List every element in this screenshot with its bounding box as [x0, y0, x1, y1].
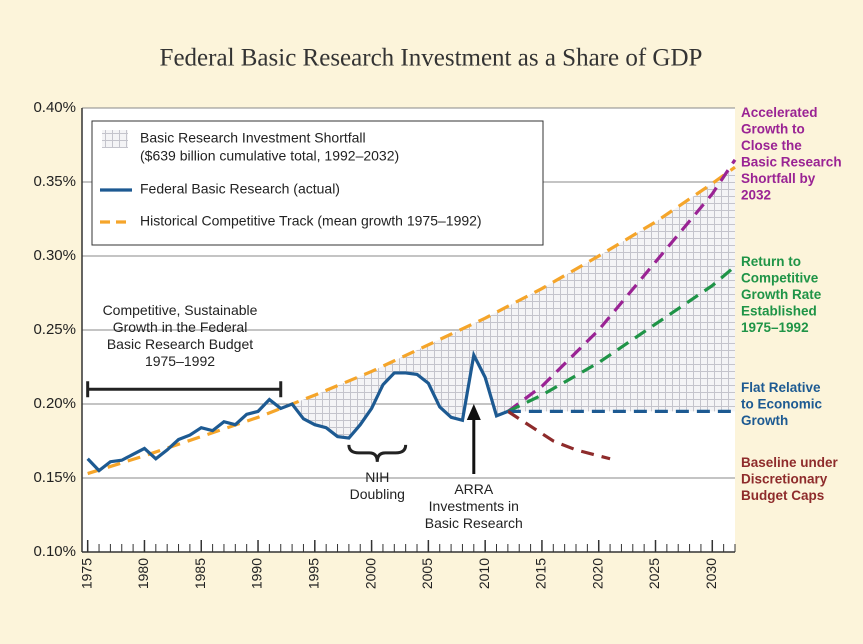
chart-title: Federal Basic Research Investment as a S…	[160, 45, 703, 72]
brace	[347, 444, 408, 462]
x-tick-label: 2030	[703, 558, 719, 589]
series-label: Return to Competitive Growth Rate Establish…	[741, 254, 822, 335]
series-label: Accelerated Growth to Close the Basic Resea…	[741, 105, 842, 203]
legend-label: Federal Basic Research (actual)	[140, 181, 340, 197]
y-tick-label: 0.15%	[33, 469, 76, 486]
x-tick-label: 2025	[646, 558, 662, 589]
shortfall-area	[280, 167, 735, 439]
annotation-line: Growth in the Federal	[113, 319, 248, 335]
annotation-line: ARRA	[454, 481, 494, 497]
series-line	[507, 265, 737, 413]
annotation: Competitive, Sustainable Growth in the Fe…	[103, 302, 258, 369]
series-label: Flat Relative to Economic Growth	[741, 380, 822, 428]
series-line	[87, 165, 736, 476]
y-tick-label: 0.10%	[33, 543, 76, 560]
annotation-line: 1975–1992	[145, 353, 215, 369]
x-tick-label: 1980	[135, 558, 151, 589]
x-tick-label: 2015	[533, 558, 549, 589]
series-label-line: Accelerated	[741, 105, 818, 120]
series-label-line: 2032	[741, 187, 771, 202]
x-tick-label: 2000	[362, 558, 378, 589]
x-tick-label: 1975	[78, 558, 94, 589]
series-label-line: Competitive	[741, 270, 819, 285]
x-tick-label: 2020	[589, 558, 605, 589]
y-tick-label: 0.25%	[33, 321, 76, 338]
series-line	[86, 350, 509, 473]
series-label-line: Growth	[741, 413, 788, 428]
legend-label: Basic Research Investment Shortfall	[140, 130, 366, 146]
annotation-line: Doubling	[350, 486, 405, 502]
y-tick-label: 0.35%	[33, 173, 76, 190]
legend-label: ($639 billion cumulative total, 1992–203…	[140, 148, 399, 164]
series-label-line: Shortfall by	[741, 171, 816, 186]
series-label-line: Return to	[741, 254, 801, 269]
series-line	[506, 158, 737, 413]
y-tick-label: 0.30%	[33, 247, 76, 264]
series-label-line: Growth Rate	[741, 287, 822, 302]
series-label-line: Discretionary	[741, 471, 828, 486]
series-label-line: Close the	[741, 138, 802, 153]
legend: Basic Research Investment Shortfall ($639…	[91, 120, 544, 246]
series-label: Baseline under Discretionary Budget Caps	[741, 455, 839, 503]
annotation-line: Basic Research Budget	[107, 336, 253, 352]
series-label-line: Established	[741, 303, 817, 318]
legend-label: Historical Competitive Track (mean growt…	[140, 213, 482, 229]
series-label-line: Flat Relative	[741, 380, 821, 395]
x-tick-label: 1985	[192, 558, 208, 589]
legend-swatch	[102, 130, 128, 148]
annotation-line: NIH	[365, 469, 389, 485]
series-line	[506, 410, 611, 461]
x-tick-label: 2005	[419, 558, 435, 589]
arrow-head	[466, 404, 481, 420]
y-tick-label: 0.40%	[33, 99, 76, 116]
series-label-line: Baseline under	[741, 455, 839, 470]
annotation-line: Basic Research	[425, 515, 523, 531]
x-tick-label: 1995	[306, 558, 322, 589]
annotation-line: Competitive, Sustainable	[103, 302, 258, 318]
annotation-line: Investments in	[429, 498, 519, 514]
legend-box	[91, 120, 544, 246]
x-tick-label: 2010	[476, 558, 492, 589]
series-label-line: to Economic	[741, 396, 822, 411]
series-label-line: Budget Caps	[741, 488, 824, 503]
y-tick-label: 0.20%	[33, 395, 76, 412]
series-label-line: Growth to	[741, 121, 805, 136]
annotation: NIH Doubling	[350, 469, 405, 502]
bracket	[86, 381, 283, 398]
x-tick-label: 1990	[249, 558, 265, 589]
series-label-line: 1975–1992	[741, 320, 809, 335]
series-label-line: Basic Research	[741, 154, 842, 169]
annotation: ARRA Investments in Basic Research	[425, 481, 523, 531]
